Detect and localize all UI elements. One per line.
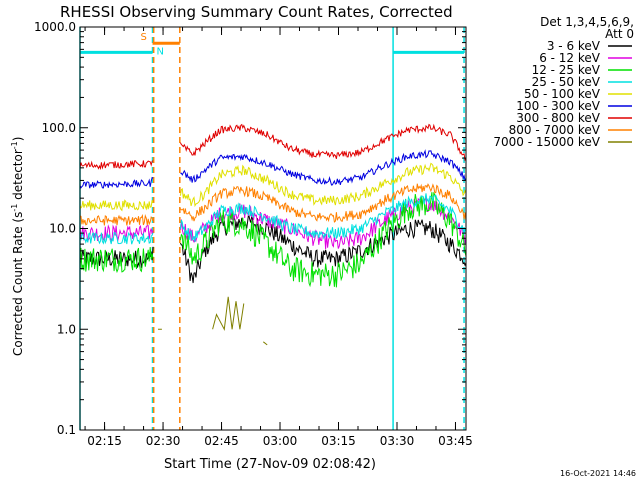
legend-entry-4: 50 - 100 keV: [524, 87, 601, 101]
x-tick-label: 02:45: [204, 434, 239, 448]
plot-content: SN: [79, 27, 467, 430]
y-tick-label: 10.0: [49, 222, 76, 236]
series-line-6: [79, 123, 467, 171]
axes: 0.1 1.0 10.0 100.0 1000.0 02:15 02:30 02:45 03:0…: [34, 20, 473, 448]
legend-entry-5: 100 - 300 keV: [516, 99, 600, 113]
legend-entry-7: 800 - 7000 keV: [509, 123, 601, 137]
legend-entry-2: 12 - 25 keV: [532, 63, 601, 77]
annotation-label-0: S: [141, 32, 147, 43]
legend-entry-8: 7000 - 15000 keV: [493, 135, 600, 149]
x-tick-label: 02:15: [87, 434, 122, 448]
series-line-5: [79, 149, 467, 189]
series-line-2: [79, 191, 467, 288]
y-axis-label-main: Corrected Count Rate (s: [11, 212, 25, 356]
y-tick-label: 0.1: [57, 423, 76, 437]
y-axis-label-sup1: -1: [10, 204, 19, 212]
x-tick-label: 03:15: [321, 434, 356, 448]
x-tick-label: 03:30: [380, 434, 415, 448]
plot-frame: [79, 26, 467, 431]
x-tick-label: 02:30: [146, 434, 181, 448]
series-line-1: [79, 197, 467, 250]
y-tick-label: 1.0: [57, 322, 76, 336]
series-line-7: [79, 183, 467, 226]
y-axis-label-sup2: -1: [10, 141, 19, 149]
y-tick-label: 100.0: [42, 121, 76, 135]
y-axis-label: Corrected Count Rate (s-1 detector-1): [10, 137, 25, 356]
series-line-3: [79, 193, 467, 245]
legend-entry-3: 25 - 50 keV: [532, 75, 601, 89]
series-line-8: [158, 296, 268, 346]
legend-title: Det 1,3,4,5,6,9,: [540, 15, 634, 29]
x-tick-label: 03:00: [263, 434, 298, 448]
y-axis-label-end: ): [11, 137, 25, 142]
legend-entry-1: 6 - 12 keV: [539, 51, 601, 65]
series-line-4: [79, 162, 467, 212]
timestamp: 16-Oct-2021 14:46: [560, 469, 636, 478]
y-tick-label: 1000.0: [34, 20, 76, 34]
annotation-label-1: N: [157, 46, 164, 57]
legend-subtitle: Att 0: [605, 27, 634, 41]
chart-title: RHESSI Observing Summary Count Rates, Co…: [60, 3, 453, 21]
x-axis-label: Start Time (27-Nov-09 02:08:42): [164, 457, 376, 472]
legend-entry-0: 3 - 6 keV: [547, 39, 601, 53]
y-axis-label-mid: detector: [11, 149, 25, 204]
x-tick-label: 03:45: [438, 434, 473, 448]
legend-entry-6: 300 - 800 keV: [516, 111, 600, 125]
